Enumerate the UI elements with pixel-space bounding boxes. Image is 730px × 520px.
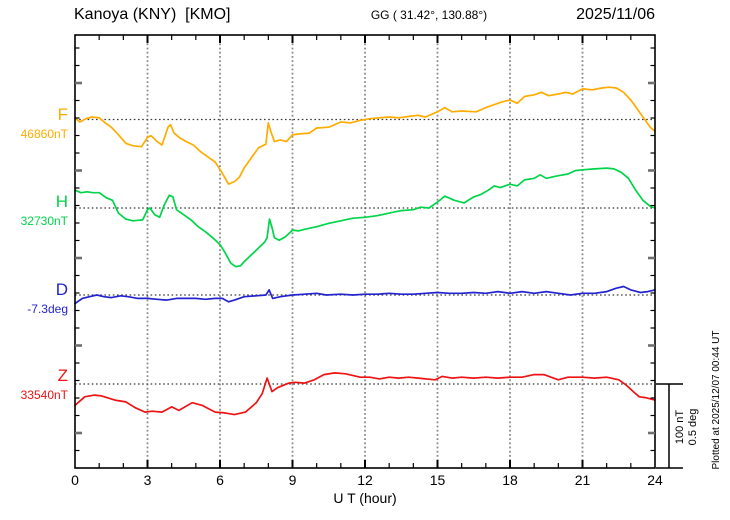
plot-frame: [74, 34, 656, 469]
scale-bar-label-nt: 100 nT: [674, 409, 686, 445]
observation-date: 2025/11/06: [576, 6, 655, 23]
amplitude-scale-bar: [656, 383, 683, 469]
hour-gridlines: [146, 35, 584, 468]
x-tick-label-6: 6: [216, 472, 224, 488]
x-tick-label-3: 3: [143, 472, 152, 488]
component-letter-Z: Z: [57, 366, 68, 385]
component-curves: [74, 86, 656, 416]
scale-bar-label-deg: 0.5 deg: [687, 408, 699, 446]
component-label-D: D -7.3deg: [6, 281, 68, 315]
component-baseline-Z: 33540nT: [20, 388, 68, 402]
x-tick-label-21: 21: [574, 472, 591, 488]
component-label-Z: Z 33540nT: [6, 367, 68, 401]
component-letter-H: H: [55, 192, 68, 211]
component-baseline-F: 46860nT: [20, 127, 68, 141]
x-tick-label-15: 15: [429, 472, 446, 488]
x-tick-label-9: 9: [288, 472, 297, 488]
component-baselines: [75, 118, 655, 385]
x-tick-label-12: 12: [357, 472, 373, 488]
component-baseline-D: -7.3deg: [27, 302, 68, 316]
curve-H: [74, 167, 656, 268]
x-tick-label-24: 24: [647, 472, 663, 488]
station-title: Kanoya (KNY) [KMO]: [74, 6, 231, 23]
component-letter-D: D: [55, 280, 68, 299]
component-baseline-H: 32730nT: [20, 214, 68, 228]
component-label-H: H 32730nT: [6, 193, 68, 227]
x-tick-label-0: 0: [71, 472, 79, 488]
curve-Z: [74, 372, 656, 416]
component-label-F: F 46860nT: [6, 106, 68, 140]
plotted-at-timestamp: Plotted at 2025/12/07 00:44 UT: [711, 330, 722, 470]
x-tick-label-18: 18: [502, 472, 518, 488]
curve-F: [74, 86, 656, 185]
curve-D: [74, 285, 656, 305]
scale-bar-label: 100 nT 0.5 deg: [674, 385, 700, 469]
geographic-coordinates: GG ( 31.42°, 130.88°): [370, 8, 488, 22]
component-letter-F: F: [57, 105, 68, 124]
axis-ticks: [75, 35, 655, 468]
x-axis-title: U T (hour): [333, 490, 397, 506]
